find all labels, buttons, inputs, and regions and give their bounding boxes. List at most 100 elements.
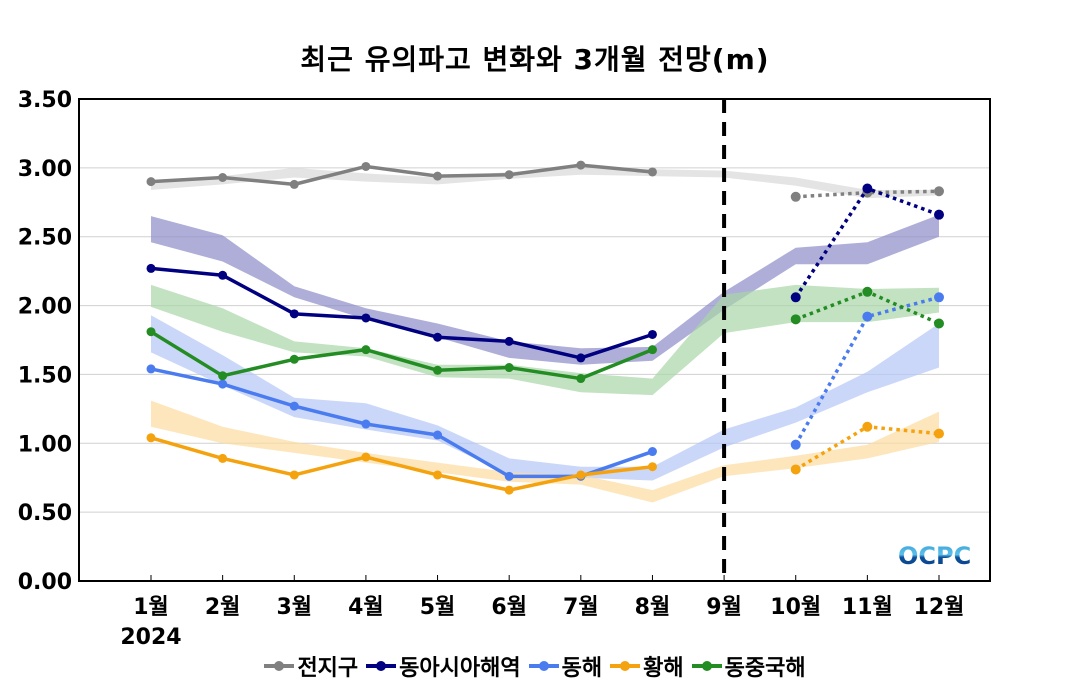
- legend-line-marker-icon: [528, 659, 559, 673]
- observed-point: [289, 179, 299, 189]
- observed-line: [150, 330, 654, 381]
- observed-point: [576, 353, 586, 363]
- forecast-point: [790, 314, 801, 325]
- observed-line: [150, 266, 653, 360]
- legend: 전지구 동아시아해역 동해 황해 동중국해: [0, 650, 1070, 682]
- legend-item: 전지구: [264, 650, 358, 682]
- observed-point: [504, 170, 514, 180]
- observed-point: [504, 336, 514, 346]
- y-tick-label: 1.50: [18, 363, 72, 388]
- x-tick-label: 1월: [133, 595, 169, 620]
- observed-point: [361, 313, 371, 323]
- legend-item: 동아시아해역: [366, 650, 521, 682]
- observed-point: [218, 453, 228, 463]
- observed-point: [647, 462, 657, 472]
- forecast-point: [934, 209, 944, 220]
- forecast-point: [934, 428, 944, 439]
- y-tick-label: 3.50: [18, 88, 72, 113]
- observed-point: [361, 419, 371, 429]
- forecast-point: [790, 439, 801, 450]
- x-tick-label: 8월: [635, 595, 671, 620]
- x-tick-label: 4월: [348, 595, 384, 620]
- ocpc-logo: OCPC: [898, 542, 972, 570]
- y-tick-label: 0.50: [18, 501, 72, 526]
- chart-title: 최근 유의파고 변화와 3개월 전망(m): [300, 43, 770, 76]
- x-tick-label: 12월: [914, 595, 965, 620]
- observed-point: [647, 447, 657, 457]
- legend-label: 동해: [561, 656, 603, 681]
- plot-frame: [78, 98, 991, 582]
- observed-point: [289, 470, 299, 480]
- x-tick-label: 10월: [770, 595, 821, 620]
- observed-point: [361, 345, 371, 355]
- observed-point: [576, 470, 586, 480]
- series-lines: [146, 160, 944, 495]
- observed-point: [146, 327, 156, 337]
- observed-point: [289, 309, 299, 319]
- observed-point: [218, 371, 228, 381]
- y-tick-label: 2.50: [18, 226, 72, 251]
- x-tick-label: 7월: [563, 595, 599, 620]
- observed-point: [504, 363, 514, 373]
- observed-point: [576, 160, 586, 170]
- y-tick-label: 1.00: [18, 432, 72, 457]
- observed-point: [218, 379, 228, 389]
- observed-point: [504, 485, 514, 495]
- forecast-point: [862, 311, 873, 322]
- observed-point: [647, 329, 657, 339]
- observed-point: [146, 177, 156, 187]
- observed-point: [218, 270, 228, 280]
- observed-point: [146, 364, 156, 374]
- observed-point: [433, 171, 443, 181]
- forecast-point: [934, 318, 944, 329]
- legend-item: 동해: [528, 650, 603, 682]
- year-label: 2024: [120, 625, 181, 650]
- forecast-point: [934, 186, 944, 197]
- axes: [78, 98, 991, 582]
- legend-item: 황해: [610, 650, 684, 682]
- forecast-point: [790, 191, 801, 202]
- x-tick-label: 11월: [842, 595, 893, 620]
- observed-point: [647, 167, 657, 177]
- legend-line-marker-icon: [264, 659, 295, 673]
- forecast-line: [794, 295, 940, 446]
- legend-label: 동중국해: [724, 656, 806, 681]
- observed-point: [504, 471, 514, 481]
- y-tick-label: 0.00: [18, 570, 72, 595]
- x-tick-labels: 1월 2월 3월 4월 5월 6월 7월 8월 9월 10월 11월 12월 2024: [120, 595, 964, 650]
- forecast-point: [934, 292, 944, 303]
- x-tick-label: 6월: [491, 595, 527, 620]
- observed-point: [433, 332, 443, 342]
- forecast-point: [862, 183, 873, 194]
- observed-point: [576, 374, 586, 384]
- legend-item: 동중국해: [691, 650, 806, 682]
- range-band: [151, 167, 939, 199]
- legend-label: 황해: [643, 656, 684, 681]
- x-tick-label: 2월: [205, 595, 241, 620]
- observed-point: [218, 172, 228, 182]
- observed-point: [289, 401, 299, 411]
- observed-point: [146, 263, 156, 273]
- observed-point: [433, 365, 443, 375]
- legend-label: 전지구: [297, 656, 359, 681]
- legend-label: 동아시아해역: [399, 656, 521, 681]
- y-tick-label: 2.00: [18, 295, 72, 320]
- x-tick-label: 9월: [706, 595, 742, 620]
- forecast-point: [790, 292, 801, 303]
- range-band: [151, 284, 939, 396]
- observed-point: [146, 433, 156, 443]
- range-band: [151, 315, 939, 481]
- legend-line-marker-icon: [691, 659, 722, 673]
- forecast-line: [795, 189, 940, 199]
- range-bands: [151, 167, 939, 503]
- observed-point: [361, 161, 371, 171]
- legend-line-marker-icon: [610, 659, 641, 673]
- observed-point: [647, 345, 657, 355]
- observed-line: [150, 436, 653, 492]
- observed-point: [433, 430, 443, 440]
- forecast-point: [790, 464, 801, 475]
- y-tick-labels: 0.00 0.50 1.00 1.50 2.00 2.50 3.00 3.50: [18, 88, 72, 595]
- forecast-point: [862, 286, 873, 297]
- x-tick-label: 3월: [276, 595, 312, 620]
- observed-point: [433, 470, 443, 480]
